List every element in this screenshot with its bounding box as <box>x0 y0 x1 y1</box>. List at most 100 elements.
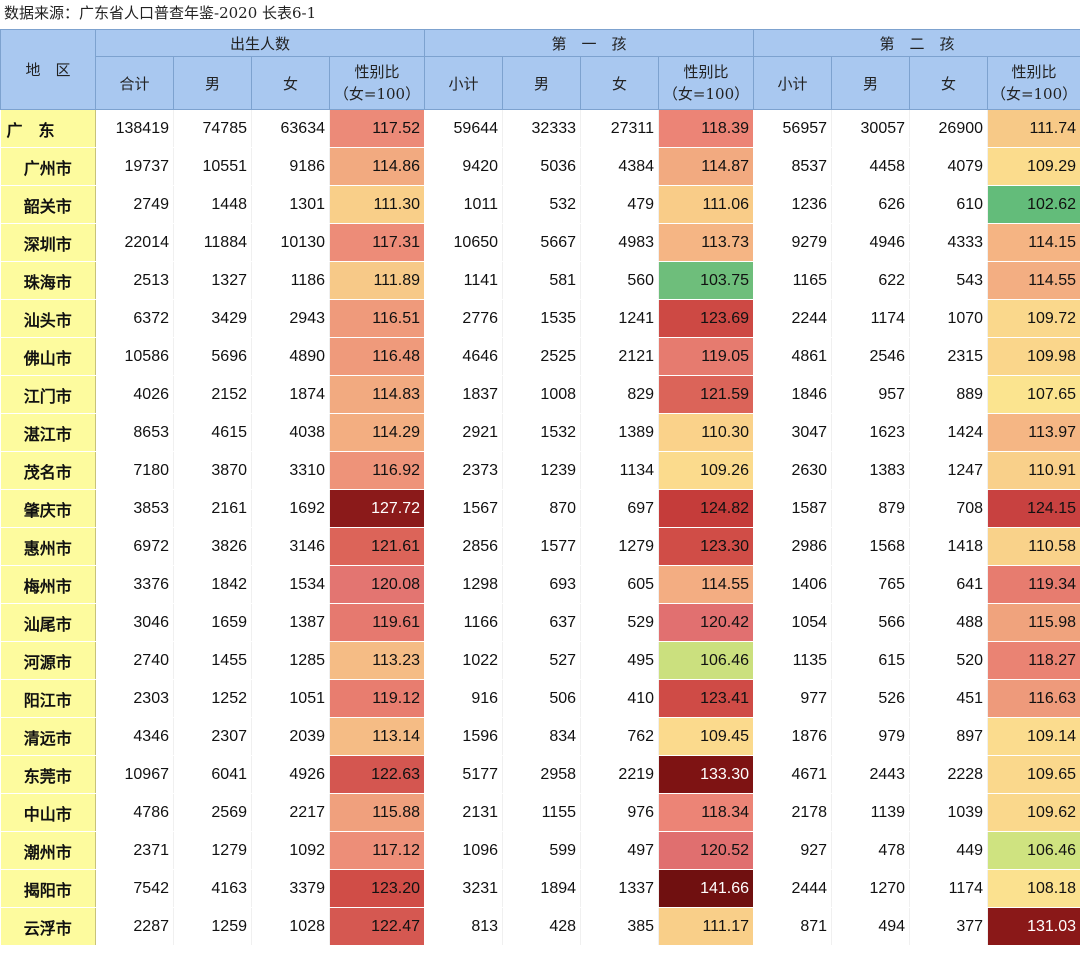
sex-ratio-cell: 116.51 <box>329 299 426 338</box>
count-cell: 2228 <box>909 755 989 794</box>
count-cell: 10551 <box>173 147 252 186</box>
count-cell: 4079 <box>909 147 989 186</box>
count-cell: 2513 <box>95 261 174 300</box>
count-cell: 4946 <box>831 223 911 262</box>
count-cell: 19737 <box>95 147 174 186</box>
count-cell: 2921 <box>424 413 504 452</box>
sex-ratio-cell: 103.75 <box>658 261 755 300</box>
count-cell: 1247 <box>909 451 989 490</box>
count-cell: 1337 <box>580 869 660 908</box>
count-cell: 1587 <box>753 489 833 528</box>
sex-ratio-cell: 119.61 <box>329 603 426 642</box>
count-cell: 2219 <box>580 755 660 794</box>
table-row: 汕尾市 3046 1659 1387 119.61 1166 637 529 120.42 105… <box>0 603 1080 642</box>
count-cell: 1011 <box>424 185 504 224</box>
count-cell: 871 <box>753 907 833 946</box>
count-cell: 59644 <box>424 109 504 148</box>
sex-ratio-cell: 121.59 <box>658 375 755 414</box>
count-cell: 693 <box>502 565 582 604</box>
sex-ratio-cell: 123.69 <box>658 299 755 338</box>
sex-ratio-cell: 113.73 <box>658 223 755 262</box>
sex-ratio-cell: 111.06 <box>658 185 755 224</box>
sex-ratio-cell: 109.45 <box>658 717 755 756</box>
count-cell: 2546 <box>831 337 911 376</box>
count-cell: 9279 <box>753 223 833 262</box>
sex-ratio-cell: 127.72 <box>329 489 426 528</box>
count-cell: 2217 <box>251 793 330 832</box>
count-cell: 6972 <box>95 527 174 566</box>
births-ratio-header: 性别比 （女=100） <box>328 56 426 110</box>
count-cell: 870 <box>502 489 582 528</box>
count-cell: 529 <box>580 603 660 642</box>
count-cell: 11884 <box>173 223 252 262</box>
sex-ratio-cell: 124.82 <box>658 489 755 528</box>
table-row: 湛江市 8653 4615 4038 114.29 2921 1532 1389 110.30 3… <box>0 413 1080 452</box>
count-cell: 3870 <box>173 451 252 490</box>
count-cell: 4038 <box>251 413 330 452</box>
first-subtotal-header: 小计 <box>424 56 504 110</box>
count-cell: 1448 <box>173 185 252 224</box>
count-cell: 3376 <box>95 565 174 604</box>
table-row: 佛山市 10586 5696 4890 116.48 4646 2525 2121 119.05… <box>0 337 1080 376</box>
count-cell: 2121 <box>580 337 660 376</box>
count-cell: 4333 <box>909 223 989 262</box>
table-row: 清远市 4346 2307 2039 113.14 1596 834 762 109.45 187… <box>0 717 1080 756</box>
sex-ratio-cell: 110.91 <box>987 451 1080 490</box>
count-cell: 615 <box>831 641 911 680</box>
sex-ratio-cell: 116.92 <box>329 451 426 490</box>
count-cell: 2569 <box>173 793 252 832</box>
sex-ratio-cell: 102.62 <box>987 185 1080 224</box>
count-cell: 566 <box>831 603 911 642</box>
second-male-header: 男 <box>831 56 911 110</box>
data-source-caption: 数据来源：广东省人口普查年鉴-2020 长表6-1 <box>4 4 317 22</box>
sex-ratio-cell: 109.29 <box>987 147 1080 186</box>
table-row: 阳江市 2303 1252 1051 119.12 916 506 410 123.41 977 5… <box>0 679 1080 718</box>
count-cell: 560 <box>580 261 660 300</box>
count-cell: 2307 <box>173 717 252 756</box>
sex-ratio-cell: 109.98 <box>987 337 1080 376</box>
count-cell: 8653 <box>95 413 174 452</box>
count-cell: 977 <box>753 679 833 718</box>
births-female-header: 女 <box>251 56 330 110</box>
count-cell: 63634 <box>251 109 330 148</box>
count-cell: 9186 <box>251 147 330 186</box>
region-name: 梅州市 <box>0 565 96 604</box>
sex-ratio-cell: 106.46 <box>658 641 755 680</box>
count-cell: 520 <box>909 641 989 680</box>
table-row: 江门市 4026 2152 1874 114.83 1837 1008 829 121.59 18… <box>0 375 1080 414</box>
second-female-header: 女 <box>909 56 989 110</box>
sex-ratio-cell: 124.15 <box>987 489 1080 528</box>
count-cell: 2776 <box>424 299 504 338</box>
second-child-group-header: 第 二 孩 <box>753 29 1080 57</box>
count-cell: 4926 <box>251 755 330 794</box>
count-cell: 1096 <box>424 831 504 870</box>
sex-ratio-cell: 119.34 <box>987 565 1080 604</box>
table-row: 河源市 2740 1455 1285 113.23 1022 527 495 106.46 113… <box>0 641 1080 680</box>
count-cell: 8537 <box>753 147 833 186</box>
count-cell: 1186 <box>251 261 330 300</box>
count-cell: 1383 <box>831 451 911 490</box>
count-cell: 599 <box>502 831 582 870</box>
count-cell: 138419 <box>95 109 174 148</box>
sex-ratio-cell: 109.26 <box>658 451 755 490</box>
count-cell: 2943 <box>251 299 330 338</box>
count-cell: 1623 <box>831 413 911 452</box>
count-cell: 497 <box>580 831 660 870</box>
sex-ratio-cell: 122.63 <box>329 755 426 794</box>
count-cell: 1692 <box>251 489 330 528</box>
count-cell: 1837 <box>424 375 504 414</box>
count-cell: 495 <box>580 641 660 680</box>
count-cell: 385 <box>580 907 660 946</box>
birth-sex-ratio-table: 地 区 出生人数 第 一 孩 第 二 孩 合计 男 女 性别比 （女=100） 小… <box>0 29 1080 946</box>
table-row: 汕头市 6372 3429 2943 116.51 2776 1535 1241 123.69 2… <box>0 299 1080 338</box>
count-cell: 1842 <box>173 565 252 604</box>
count-cell: 1070 <box>909 299 989 338</box>
table-row: 茂名市 7180 3870 3310 116.92 2373 1239 1134 109.26 2… <box>0 451 1080 490</box>
sex-ratio-cell: 109.62 <box>987 793 1080 832</box>
count-cell: 2315 <box>909 337 989 376</box>
sex-ratio-cell: 141.66 <box>658 869 755 908</box>
count-cell: 4346 <box>95 717 174 756</box>
count-cell: 1139 <box>831 793 911 832</box>
count-cell: 32333 <box>502 109 582 148</box>
table-row: 深圳市 22014 11884 10130 117.31 10650 5667 4983 113… <box>0 223 1080 262</box>
